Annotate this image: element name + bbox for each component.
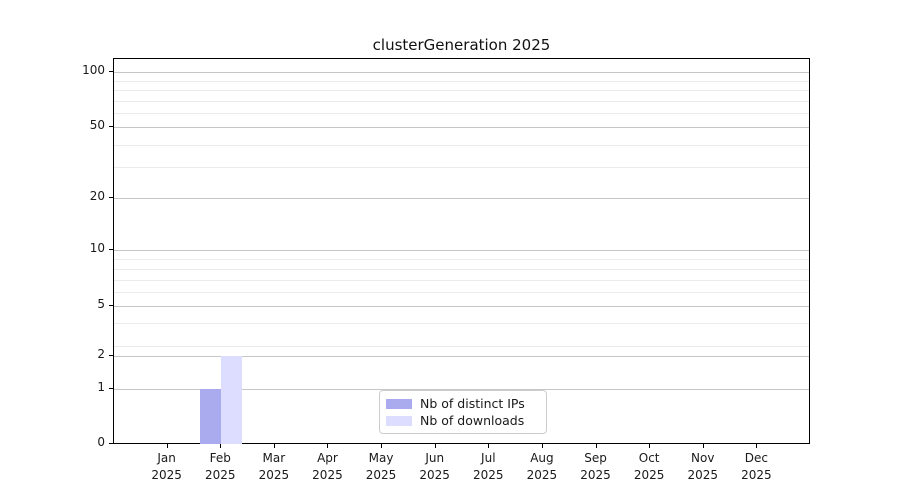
- x-tick-aug: [541, 444, 543, 448]
- x-tick-jun: [434, 444, 436, 448]
- x-tick-label-apr: Apr 2025: [312, 451, 343, 482]
- x-tick-label-jan: Jan 2025: [151, 451, 182, 482]
- gridline-major-20: [114, 198, 809, 199]
- y-tick-1: [109, 388, 113, 389]
- y-tick-0: [109, 443, 113, 444]
- y-tick-50: [109, 126, 113, 127]
- legend-item-distinct-ips: Nb of distinct IPs: [386, 395, 538, 412]
- legend-item-downloads: Nb of downloads: [386, 412, 538, 429]
- y-tick-label-10: 10: [89, 241, 105, 255]
- x-tick-label-sep: Sep 2025: [580, 451, 611, 482]
- bar-nb-of-distinct-ips-feb: [200, 389, 222, 444]
- legend: Nb of distinct IPs Nb of downloads: [379, 390, 547, 434]
- x-tick-label-jun: Jun 2025: [419, 451, 450, 482]
- x-tick-jan: [166, 444, 168, 448]
- y-tick-label-2: 2: [97, 347, 105, 361]
- gridline-major-2: [114, 356, 809, 357]
- x-tick-label-dec: Dec 2025: [741, 451, 772, 482]
- gridline-major-10: [114, 250, 809, 251]
- x-tick-jul: [488, 444, 490, 448]
- gridline-minor-3: [114, 346, 809, 347]
- plot-area: [113, 58, 810, 444]
- y-tick-label-50: 50: [89, 118, 105, 132]
- gridline-minor-9: [114, 259, 809, 260]
- gridline-minor-8: [114, 269, 809, 270]
- gridline-minor-80: [114, 90, 809, 91]
- y-tick-2: [109, 355, 113, 356]
- x-tick-nov: [702, 444, 704, 448]
- legend-swatch-distinct-ips: [386, 398, 412, 409]
- x-tick-label-aug: Aug 2025: [526, 451, 558, 482]
- y-tick-20: [109, 197, 113, 198]
- x-tick-oct: [649, 444, 651, 448]
- x-tick-feb: [220, 444, 222, 448]
- y-tick-label-20: 20: [89, 189, 105, 203]
- gridline-minor-6: [114, 292, 809, 293]
- gridline-minor-30: [114, 167, 809, 168]
- y-tick-5: [109, 305, 113, 306]
- gridline-minor-4: [114, 323, 809, 324]
- y-tick-label-1: 1: [97, 380, 105, 394]
- legend-label-downloads: Nb of downloads: [420, 413, 525, 428]
- y-tick-label-5: 5: [97, 297, 105, 311]
- chart-title: clusterGeneration 2025: [372, 36, 551, 54]
- x-tick-label-oct: Oct 2025: [633, 451, 665, 482]
- gridline-major-5: [114, 306, 809, 307]
- gridline-minor-60: [114, 113, 809, 114]
- x-tick-apr: [327, 444, 329, 448]
- legend-label-distinct-ips: Nb of distinct IPs: [420, 396, 525, 411]
- gridline-major-100: [114, 72, 809, 73]
- gridline-minor-70: [114, 101, 809, 102]
- y-tick-label-0: 0: [97, 435, 105, 449]
- x-tick-label-may: May 2025: [365, 451, 397, 482]
- x-tick-label-jul: Jul 2025: [473, 451, 504, 482]
- legend-swatch-downloads: [386, 415, 412, 426]
- gridline-minor-7: [114, 280, 809, 281]
- x-tick-sep: [595, 444, 597, 448]
- gridline-major-1: [114, 389, 809, 390]
- y-tick-10: [109, 249, 113, 250]
- x-tick-label-feb: Feb 2025: [204, 451, 236, 482]
- gridline-major-50: [114, 127, 809, 128]
- y-tick-100: [109, 71, 113, 72]
- x-tick-dec: [756, 444, 758, 448]
- bar-nb-of-downloads-feb: [221, 356, 243, 444]
- x-tick-label-mar: Mar 2025: [258, 451, 290, 482]
- x-tick-may: [381, 444, 383, 448]
- gridline-minor-40: [114, 145, 809, 146]
- y-tick-label-100: 100: [82, 63, 105, 77]
- x-tick-mar: [273, 444, 275, 448]
- x-tick-label-nov: Nov 2025: [687, 451, 719, 482]
- gridline-minor-90: [114, 81, 809, 82]
